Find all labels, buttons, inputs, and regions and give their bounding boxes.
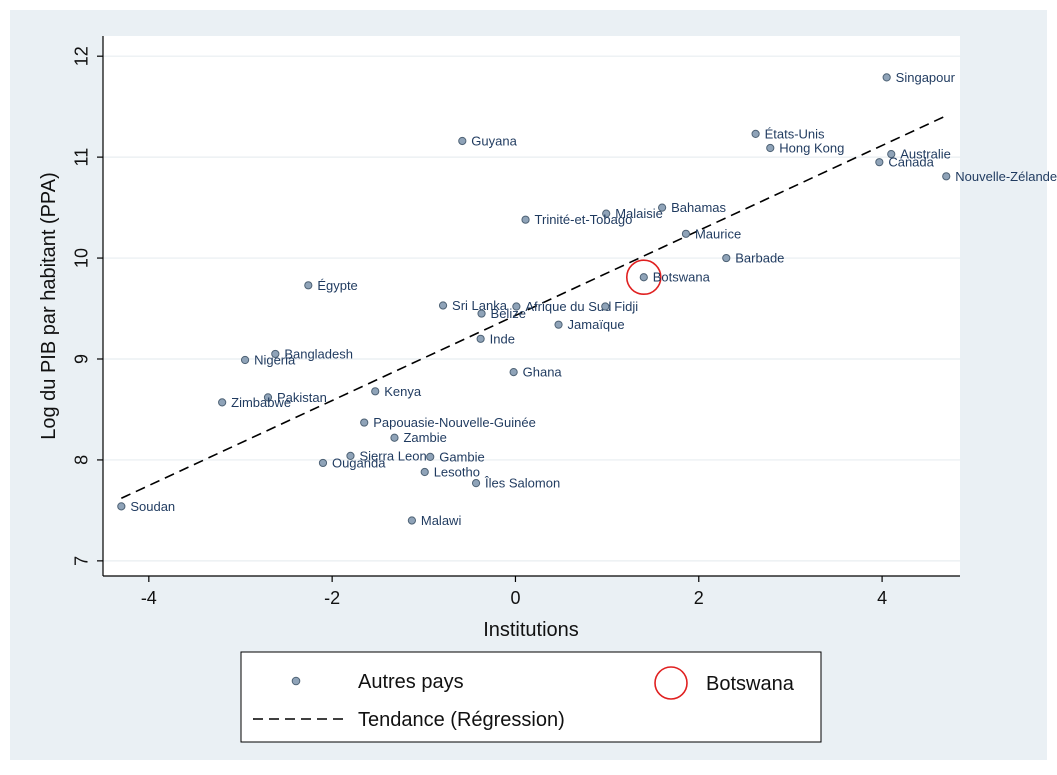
point-ouganda — [318, 458, 328, 468]
point-ghana — [509, 368, 518, 377]
legend-label-autres-pays: Autres pays — [358, 671, 464, 693]
point-label-jamaique: Jamaïque — [568, 317, 625, 332]
point-label-belize: Belize — [491, 306, 526, 321]
point-barbade — [722, 253, 731, 263]
x-tick-label-2: 2 — [694, 588, 704, 608]
point-label-sri-lanka: Sri Lanka — [452, 298, 508, 313]
point-label-bahamas: Bahamas — [671, 200, 726, 215]
point-label-barbade: Barbade — [735, 251, 784, 266]
point-label-gambie: Gambie — [439, 449, 485, 464]
point-hong-kong — [766, 143, 775, 153]
y-axis-title: Log du PIB par habitant (PPA) — [38, 172, 60, 440]
point-belize — [477, 309, 486, 318]
point-nigeria — [240, 355, 250, 365]
point-label-nouvelle-zelande: Nouvelle-Zélande — [955, 169, 1057, 184]
point-etats-unis — [751, 129, 760, 139]
point-label-canada: Canada — [888, 155, 934, 170]
point-canada — [875, 158, 884, 167]
point-singapour — [882, 73, 891, 82]
point-label-nigeria: Nigeria — [254, 353, 296, 368]
point-label-singapour: Singapour — [896, 70, 956, 85]
trend-layer — [120, 115, 947, 500]
point-lesotho — [420, 467, 429, 477]
trend-line — [120, 115, 947, 500]
axes: 7 8 9 10 11 12 -4 -2 0 2 4 — [71, 36, 960, 608]
point-bangladesh — [271, 349, 280, 359]
point-sri-lanka — [438, 301, 448, 310]
x-tick-label--4: -4 — [141, 588, 157, 608]
x-tick-label--2: -2 — [324, 588, 340, 608]
highlight-circle-botswana — [625, 259, 662, 296]
point-label-zambie: Zambie — [403, 430, 446, 445]
point-guyana — [458, 136, 467, 146]
point-label-hong-kong: Hong Kong — [779, 141, 844, 156]
y-tick-label-9: 9 — [71, 354, 91, 364]
point-label-australie: Australie — [900, 147, 951, 162]
point-label-inde: Inde — [490, 331, 515, 346]
point-label-malawi: Malawi — [421, 513, 462, 528]
point-label-bangladesh: Bangladesh — [284, 346, 353, 361]
legend-label-botswana: Botswana — [706, 673, 795, 695]
point-label-ouganda: Ouganda — [332, 455, 386, 470]
point-label-etats-unis: États-Unis — [765, 126, 825, 141]
point-inde — [476, 334, 485, 343]
point-label-maurice: Maurice — [695, 226, 741, 241]
y-tick-label-8: 8 — [71, 455, 91, 465]
point-malawi — [407, 516, 416, 525]
y-tick-label-12: 12 — [71, 46, 91, 66]
x-tick-label-4: 4 — [877, 588, 887, 608]
legend-label-trend: Tendance (Régression) — [358, 709, 565, 731]
point-fidji — [601, 302, 610, 311]
y-tick-label-10: 10 — [71, 248, 91, 268]
legend-marker-autres-pays — [291, 676, 301, 686]
point-label-iles-salomon: Îles Salomon — [484, 476, 560, 491]
x-axis-title: Institutions — [483, 619, 579, 641]
point-label-sierra-leone: Sierra Leone — [359, 448, 433, 463]
point-botswana — [639, 273, 648, 282]
point-jamaique — [554, 320, 563, 329]
point-label-soudan: Soudan — [130, 499, 175, 514]
point-label-pakistan: Pakistan — [277, 390, 327, 405]
point-zambie — [390, 433, 399, 442]
point-zimbabwe — [218, 398, 227, 407]
point-label-papouasie-nouvelle-guinee: Papouasie-Nouvelle-Guinée — [373, 415, 536, 430]
point-maurice — [681, 229, 691, 238]
point-sierra-leone — [346, 451, 355, 460]
legend: Autres pays Botswana Tendance (Régressio… — [240, 651, 822, 743]
point-bahamas — [658, 203, 667, 212]
point-label-zimbabwe: Zimbabwe — [231, 395, 291, 410]
point-label-kenya: Kenya — [384, 384, 422, 399]
point-gambie — [426, 452, 435, 461]
y-tick-label-7: 7 — [71, 556, 91, 566]
point-kenya — [371, 387, 380, 396]
point-papouasie-nouvelle-guinee — [360, 418, 369, 427]
point-label-fidji: Fidji — [614, 299, 638, 314]
point-label-malaisie: Malaisie — [615, 206, 663, 221]
y-tick-label-11: 11 — [71, 148, 91, 167]
point-soudan — [117, 502, 126, 511]
point-label-botswana: Botswana — [653, 270, 711, 285]
legend-marker-botswana — [654, 666, 688, 700]
point-nouvelle-zelande — [942, 172, 951, 181]
point-australie — [887, 149, 896, 159]
point-afrique-du-sud — [512, 302, 521, 311]
point-label-egypte: Égypte — [317, 278, 357, 293]
legend-box — [240, 651, 822, 743]
point-label-ghana: Ghana — [523, 365, 563, 380]
point-malaisie — [602, 209, 611, 218]
plot-area — [103, 36, 960, 576]
point-label-lesotho: Lesotho — [434, 465, 480, 480]
point-trinite-et-tobago — [521, 215, 530, 224]
point-label-guyana: Guyana — [471, 133, 517, 148]
point-label-trinite-et-tobago: Trinité-et-Tobago — [535, 212, 633, 227]
point-pakistan — [263, 393, 273, 402]
x-tick-label-0: 0 — [510, 588, 520, 608]
point-label-afrique-du-sud: Afrique du Sud — [525, 299, 611, 314]
point-iles-salomon — [471, 479, 481, 488]
point-egypte — [304, 281, 313, 290]
